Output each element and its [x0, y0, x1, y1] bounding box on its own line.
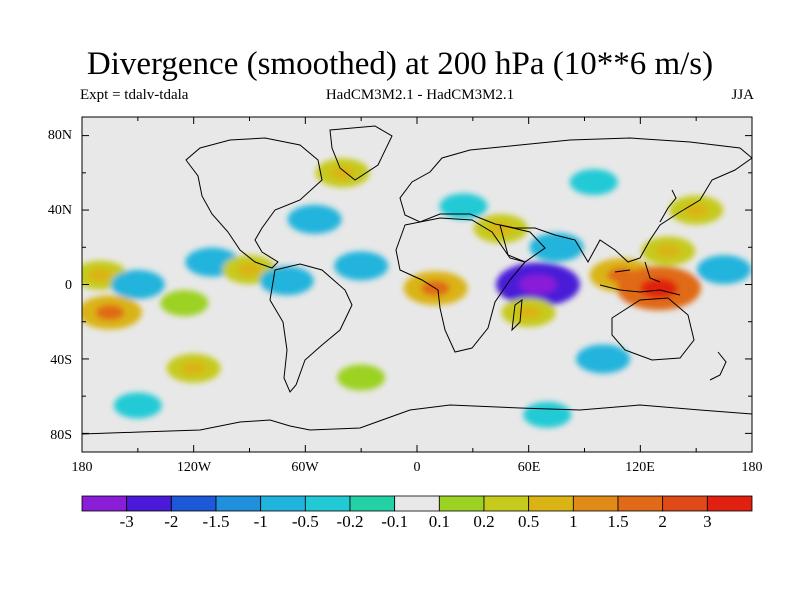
divergence-blob — [569, 169, 618, 196]
colorbar-label: 2 — [658, 512, 667, 531]
divergence-core — [330, 166, 355, 180]
divergence-blob — [439, 193, 488, 220]
lat-label-0: 0 — [65, 278, 72, 293]
lon-label-60e: 60E — [517, 460, 541, 475]
colorbar-swatch — [260, 495, 306, 512]
coastline-greenland — [329, 125, 393, 181]
coastline-north-america — [185, 137, 323, 269]
colorbar-swatch — [394, 495, 440, 512]
colorbar-swatch — [81, 495, 128, 512]
colorbar — [81, 495, 753, 512]
colorbar-label: -1 — [253, 512, 268, 531]
colorbar-label: -0.5 — [291, 512, 319, 531]
colorbar-swatch — [572, 495, 619, 512]
colorbar-swatch — [170, 495, 217, 512]
map-title: Divergence (smoothed) at 200 hPa (10**6 … — [86, 46, 714, 82]
lat-label-80n: 80N — [47, 128, 72, 143]
coastline-arabia — [499, 224, 546, 263]
divergence-core — [125, 277, 150, 292]
colorbar-label: 1.5 — [607, 512, 629, 531]
colorbar-label: -0.1 — [381, 512, 409, 531]
coastline-south-america — [269, 263, 353, 393]
colorbar-swatch — [349, 495, 396, 512]
colorbar-swatch — [528, 495, 574, 512]
coastlines — [82, 125, 752, 435]
divergence-blob — [113, 392, 162, 419]
colorbar-label: -1.5 — [202, 512, 230, 531]
lat-label-40s: 40S — [50, 353, 72, 368]
colorbar-swatch — [617, 495, 664, 512]
colorbar-swatch — [304, 495, 351, 512]
coastline-africa — [395, 217, 526, 353]
colorbar-swatch — [662, 495, 708, 512]
divergence-blob — [337, 364, 386, 391]
colorbar-label: 1 — [569, 512, 578, 531]
divergence-core — [302, 212, 327, 226]
divergence-core — [590, 352, 616, 366]
lon-label-180w: 180 — [71, 460, 93, 475]
lat-label-40n: 40N — [47, 203, 72, 218]
experiment-label: Expt = tdalv-tdala — [80, 87, 189, 103]
divergence-core — [88, 268, 113, 282]
coastline-japan — [659, 189, 677, 223]
divergence-core — [711, 263, 737, 277]
colorbar-label: -2 — [164, 512, 179, 531]
colorbar-label: 0.2 — [473, 512, 495, 531]
coastline-new-zealand — [709, 351, 727, 381]
model-label: HadCM3M2.1 - HadCM3M2.1 — [325, 87, 515, 103]
divergence-core — [181, 361, 206, 375]
divergence-core — [656, 244, 681, 258]
divergence-core — [274, 274, 299, 288]
divergence-blob — [523, 401, 572, 428]
colorbar-label: -3 — [119, 512, 134, 531]
colorbar-swatch — [438, 495, 485, 512]
coastline-australia — [611, 297, 695, 361]
divergence-core — [640, 278, 678, 299]
colorbar-label: 3 — [703, 512, 712, 531]
divergence-core — [95, 304, 125, 321]
colorbar-swatch — [483, 495, 530, 512]
lon-label-60w: 60W — [291, 460, 319, 475]
divergence-core — [544, 240, 569, 254]
coastline-indonesia — [599, 261, 681, 296]
divergence-blob — [160, 290, 209, 317]
coastline-eurasia — [399, 137, 752, 264]
coastline-madagascar — [511, 298, 523, 332]
lon-label-120w: 120W — [176, 460, 212, 475]
axis-ticks — [81, 117, 753, 452]
divergence-core — [200, 255, 225, 269]
coastline-antarctica — [82, 404, 752, 435]
lon-label-120e: 120E — [625, 460, 655, 475]
lon-label-180e: 180 — [741, 460, 763, 475]
colorbar-swatch — [215, 495, 262, 512]
divergence-core — [684, 203, 709, 217]
colorbar-label: -0.2 — [336, 512, 364, 531]
colorbar-swatch — [706, 495, 753, 512]
colorbar-label: 0.5 — [518, 512, 540, 531]
lat-label-80s: 80S — [50, 428, 72, 443]
divergence-field — [82, 158, 752, 428]
lon-label-0: 0 — [413, 460, 421, 475]
divergence-core — [519, 274, 557, 295]
divergence-core — [237, 263, 262, 277]
divergence-core — [516, 305, 541, 319]
colorbar-label: 0.1 — [428, 512, 450, 531]
divergence-core — [349, 259, 374, 273]
season-label: JJA — [731, 87, 754, 103]
colorbar-swatch — [126, 495, 172, 512]
